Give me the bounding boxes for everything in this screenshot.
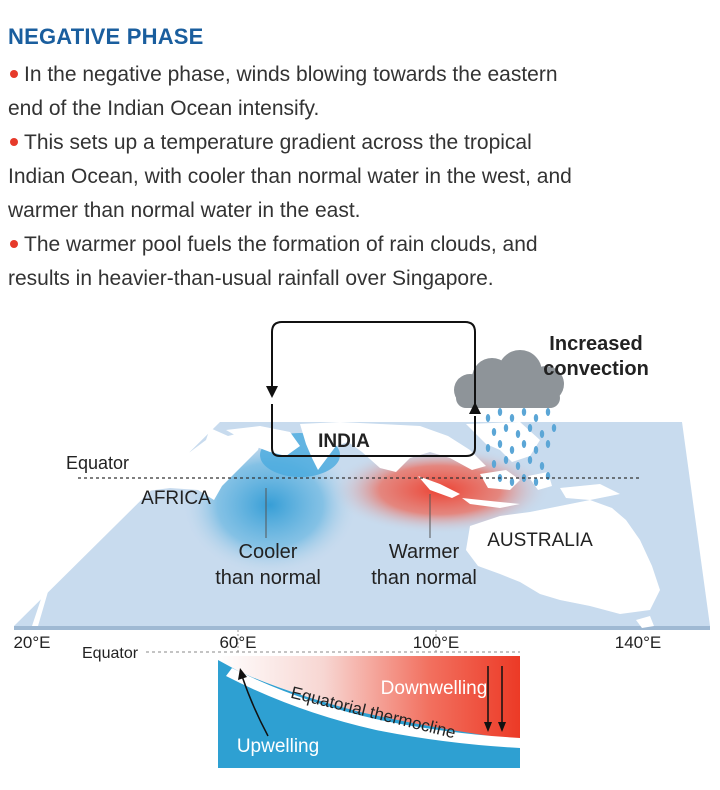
- warmer-label: than normal: [371, 567, 477, 589]
- indian-ocean-dipole-diagram: Increased convection INDIA Equator AFRIC…: [13, 321, 710, 768]
- downwelling-arrow-icon: [498, 722, 506, 732]
- bullet-text: This sets up a temperature gradient acro…: [24, 131, 532, 154]
- bullet-item: This sets up a temperature gradient acro…: [8, 126, 708, 228]
- upwelling-arrow-icon: [238, 668, 247, 680]
- phase-heading: NEGATIVE PHASE: [8, 24, 204, 49]
- ocean-plane-edge: [14, 626, 710, 630]
- bullet-dot-icon: [10, 137, 18, 146]
- equator-label-bottom: Equator: [82, 645, 139, 662]
- cooler-label: Cooler: [239, 541, 298, 563]
- bullet-text: end of the Indian Ocean intensify.: [8, 97, 320, 120]
- circulation-surface: [271, 404, 476, 457]
- bullet-text: In the negative phase, winds blowing tow…: [24, 63, 558, 86]
- bullet-dot-icon: [10, 239, 18, 248]
- upwelling-label: Upwelling: [237, 736, 319, 757]
- africa-label: AFRICA: [141, 488, 211, 509]
- circulation-loop: [271, 321, 476, 410]
- increased-convection-label: convection: [543, 358, 649, 380]
- arabia-landmass: [226, 426, 300, 456]
- bullet-text: warmer than normal water in the east.: [8, 199, 361, 222]
- australia-label: AUSTRALIA: [487, 530, 593, 551]
- increased-convection-label: Increased: [549, 333, 642, 355]
- warm-surface-layer: [218, 656, 520, 740]
- bullet-text: results in heavier-than-usual rainfall o…: [8, 267, 494, 290]
- longitude-label: 20°E: [13, 633, 50, 652]
- bullet-list: In the negative phase, winds blowing tow…: [8, 58, 708, 296]
- tasmania-landmass: [636, 616, 654, 628]
- indochina-landmass: [466, 422, 540, 462]
- bullet-dot-icon: [10, 69, 18, 78]
- bullet-item: The warmer pool fuels the formation of r…: [8, 228, 708, 296]
- rain-cloud-icon: [454, 350, 564, 408]
- bullet-item: In the negative phase, winds blowing tow…: [8, 58, 708, 126]
- australia-landmass: [466, 500, 660, 614]
- longitude-label: 140°E: [615, 633, 662, 652]
- downwelling-arrow-icon: [484, 722, 492, 732]
- warmer-label: Warmer: [389, 541, 460, 563]
- downwelling-label: Downwelling: [381, 678, 488, 699]
- upwelling-arrow: [241, 675, 269, 737]
- equator-label-top: Equator: [66, 453, 129, 473]
- india-label: INDIA: [318, 431, 370, 452]
- bullet-text: The warmer pool fuels the formation of r…: [24, 233, 538, 256]
- asia-landmass: [300, 422, 486, 472]
- cooler-label: than normal: [215, 567, 321, 589]
- bullet-text: Indian Ocean, with cooler than normal wa…: [8, 165, 572, 188]
- circulation-arrow-up-icon: [469, 402, 481, 414]
- thermocline-band: [226, 668, 520, 748]
- rain-drops: [485, 408, 557, 486]
- circulation-arrow-down-icon: [266, 386, 278, 398]
